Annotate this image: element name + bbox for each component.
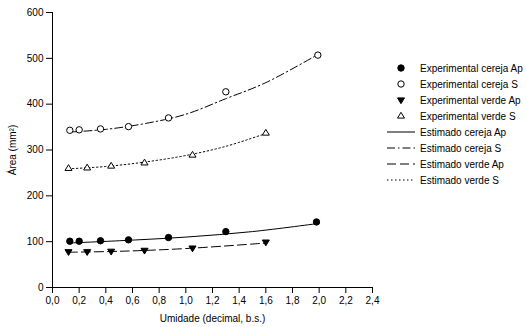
svg-text:1,8: 1,8 (286, 295, 300, 306)
svg-text:0,8: 0,8 (152, 295, 166, 306)
svg-text:200: 200 (27, 190, 44, 201)
html-text:Experimental verde Ap: Experimental verde Ap (420, 94, 521, 106)
html-text:Estimado cereja S: Estimado cereja S (420, 142, 502, 154)
svg-text:600: 600 (27, 7, 44, 18)
svg-text:2,0: 2,0 (312, 295, 326, 306)
svg-text:0,2: 0,2 (72, 295, 86, 306)
html-text:Experimental verde S: Experimental verde S (420, 110, 516, 122)
html-text:Estimado cereja Ap: Estimado cereja Ap (420, 126, 507, 138)
svg-text:1,6: 1,6 (259, 295, 273, 306)
html-text:Experimental cereja S: Experimental cereja S (420, 78, 518, 90)
svg-text:Umidade (decimal, b.s.): Umidade (decimal, b.s.) (160, 313, 266, 324)
svg-text:500: 500 (27, 53, 44, 64)
svg-text:0,4: 0,4 (99, 295, 113, 306)
svg-text:300: 300 (27, 144, 44, 155)
svg-text:0,6: 0,6 (126, 295, 140, 306)
svg-text:1,4: 1,4 (232, 295, 246, 306)
svg-text:100: 100 (27, 236, 44, 247)
svg-text:2,2: 2,2 (339, 295, 353, 306)
html-text:Estimado verde S: Estimado verde S (420, 174, 499, 186)
svg-text:1,2: 1,2 (206, 295, 220, 306)
svg-text:Área (mm²): Área (mm²) (6, 125, 18, 176)
html-text:Experimental cereja Ap: Experimental cereja Ap (420, 62, 523, 74)
svg-text:2,4: 2,4 (366, 295, 380, 306)
svg-text:400: 400 (27, 98, 44, 109)
html-text:Estimado verde Ap: Estimado verde Ap (420, 158, 504, 170)
svg-text:0: 0 (38, 282, 44, 293)
svg-text:0,0: 0,0 (46, 295, 60, 306)
svg-text:1,0: 1,0 (179, 295, 193, 306)
